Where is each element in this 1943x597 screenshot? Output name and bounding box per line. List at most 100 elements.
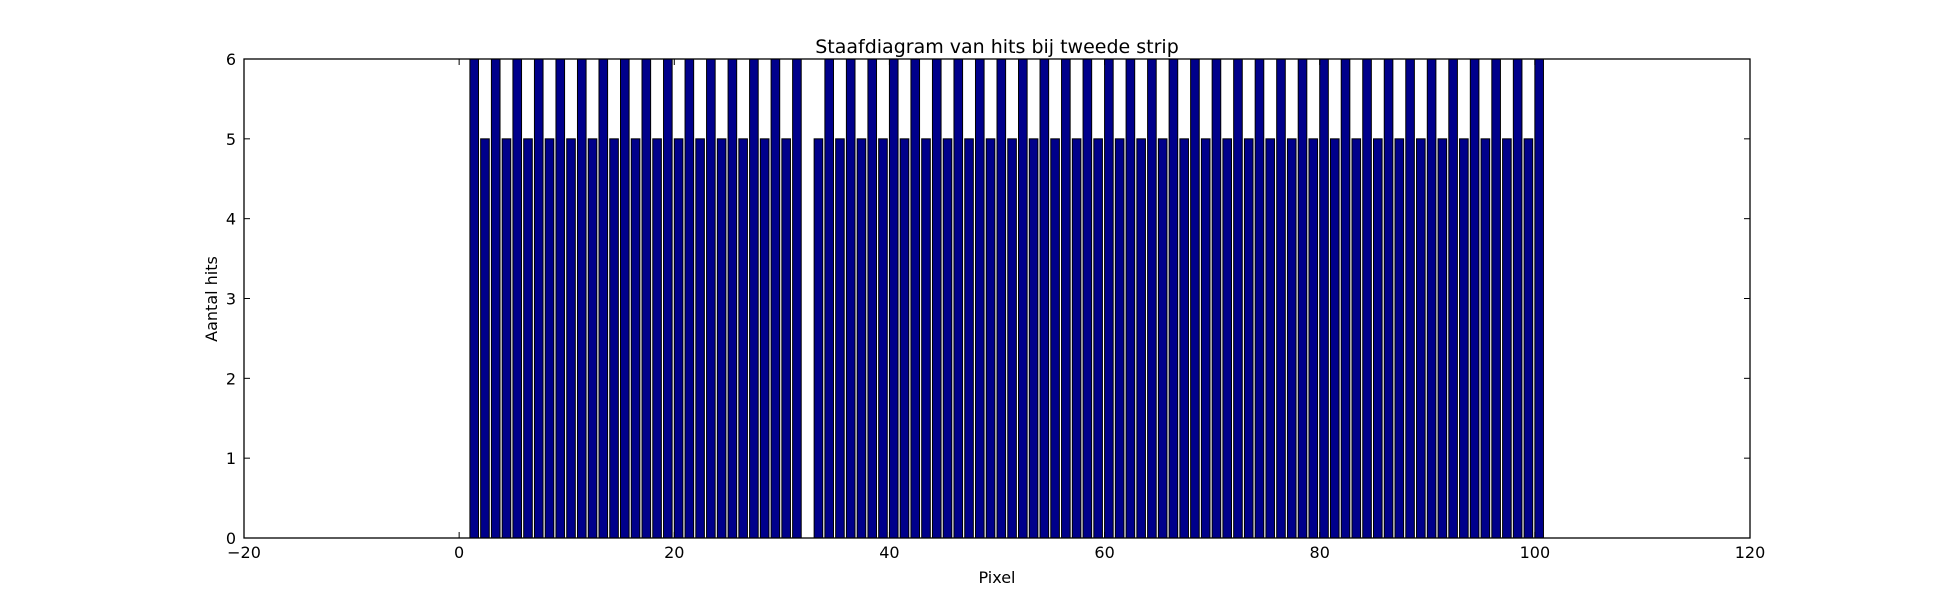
bar — [781, 138, 791, 539]
bar — [1405, 58, 1415, 539]
bar — [1061, 58, 1071, 539]
x-axis-label: Pixel — [978, 568, 1015, 587]
bar — [1254, 58, 1265, 539]
bar — [921, 138, 931, 539]
bar — [609, 138, 619, 539]
x-tick-label: 0 — [454, 543, 464, 562]
bar — [1190, 58, 1200, 539]
bar — [1383, 58, 1394, 539]
chart-title: Staafdiagram van hits bij tweede strip — [815, 36, 1179, 58]
bar — [727, 58, 738, 539]
y-tick-label: 4 — [226, 210, 236, 229]
bar — [888, 58, 899, 539]
bar — [1340, 58, 1351, 539]
bar — [1018, 58, 1028, 539]
x-tick-label: 20 — [664, 543, 684, 562]
bar — [1480, 138, 1491, 539]
bar — [533, 58, 544, 539]
bar — [1136, 138, 1146, 539]
bar — [845, 58, 856, 539]
bar — [1308, 138, 1319, 539]
bar — [695, 138, 705, 539]
bar — [1491, 58, 1501, 539]
bar — [996, 58, 1007, 539]
bar — [598, 58, 609, 539]
bar — [587, 138, 598, 539]
bar — [1211, 58, 1222, 539]
bar — [878, 138, 888, 539]
bar — [1243, 138, 1254, 539]
bar — [1222, 138, 1233, 539]
bar — [1082, 58, 1093, 539]
bar — [964, 138, 974, 539]
bar — [1028, 138, 1039, 539]
bar — [1125, 58, 1136, 539]
x-tick-label: 40 — [879, 543, 899, 562]
bar — [1147, 58, 1157, 539]
bar — [663, 58, 673, 539]
bar — [1157, 138, 1168, 539]
bar — [1512, 58, 1523, 539]
bar — [899, 138, 910, 539]
bar — [1394, 138, 1405, 539]
bar — [953, 58, 964, 539]
bar — [1093, 138, 1103, 539]
bar — [1168, 58, 1179, 539]
bar — [480, 138, 490, 539]
y-tick-label: 3 — [226, 290, 236, 309]
bar — [1362, 58, 1372, 539]
bar — [652, 138, 662, 539]
bar — [759, 138, 770, 539]
bar — [1050, 138, 1060, 539]
bar — [566, 138, 576, 539]
bar — [770, 58, 781, 539]
bar — [544, 138, 555, 539]
bar — [1523, 138, 1534, 539]
bar — [813, 138, 824, 539]
bar — [1265, 138, 1276, 539]
bar — [1200, 138, 1211, 539]
bar — [910, 58, 921, 539]
bar — [512, 58, 523, 539]
bar — [523, 138, 533, 539]
bar — [1469, 58, 1480, 539]
y-tick-label: 2 — [226, 369, 236, 388]
bar — [1297, 58, 1308, 539]
y-tick-label: 5 — [226, 130, 236, 149]
bar — [706, 58, 716, 539]
x-tick-label: 60 — [1094, 543, 1114, 562]
bar — [1071, 138, 1082, 539]
bar — [1426, 58, 1437, 539]
x-tick-label: 120 — [1735, 543, 1766, 562]
bar — [1437, 138, 1448, 539]
bar — [1459, 138, 1469, 539]
bar — [1448, 58, 1458, 539]
bar — [1233, 58, 1243, 539]
bar — [1373, 138, 1383, 539]
bar — [1007, 138, 1017, 539]
bar — [1114, 138, 1125, 539]
bar — [824, 58, 834, 539]
y-axis-label: Aantal hits — [202, 256, 221, 342]
bar — [1416, 138, 1426, 539]
x-tick-label: 80 — [1310, 543, 1330, 562]
bars-group — [469, 58, 1544, 539]
bar — [792, 58, 802, 539]
bar — [749, 58, 759, 539]
bar — [1502, 138, 1512, 539]
bar — [985, 138, 996, 539]
bar — [856, 138, 867, 539]
bar — [867, 58, 878, 539]
bar — [835, 138, 845, 539]
bar — [469, 58, 480, 539]
bar — [620, 58, 630, 539]
bar — [1286, 138, 1297, 539]
bar — [673, 138, 684, 539]
bar — [501, 138, 512, 539]
bar — [490, 58, 501, 539]
y-tick-label: 0 — [226, 529, 236, 548]
bar — [1104, 58, 1114, 539]
bar — [1319, 58, 1329, 539]
